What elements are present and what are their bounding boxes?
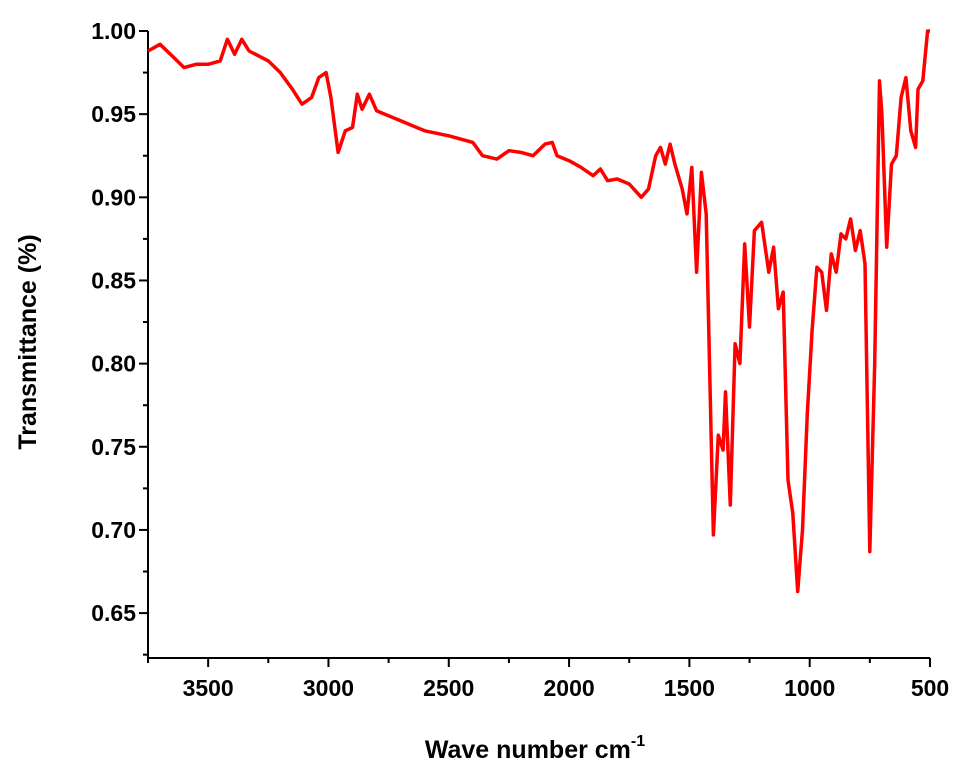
x-tick-label: 3000	[303, 675, 354, 701]
y-tick-label: 0.80	[91, 351, 136, 377]
y-axis-label: Transmittance (%)	[14, 234, 42, 449]
x-tick-label: 500	[911, 675, 949, 701]
x-tick-label: 2500	[423, 675, 474, 701]
x-tick-label: 1000	[784, 675, 835, 701]
y-tick-label: 0.85	[91, 267, 136, 293]
y-tick-label: 0.90	[91, 184, 136, 210]
x-tick-label: 2000	[543, 675, 594, 701]
y-tick-label: 0.75	[91, 434, 136, 460]
x-axis-label-text: Wave number cm	[425, 736, 631, 764]
x-axis-label: Wave number cm-1	[425, 733, 645, 764]
y-tick-label: 1.00	[91, 18, 136, 44]
y-tick-label: 0.70	[91, 517, 136, 543]
y-tick-label: 0.65	[91, 600, 136, 626]
x-tick-label: 3500	[183, 675, 234, 701]
y-tick-label: 0.95	[91, 101, 136, 127]
spectrum-line	[147, 29, 930, 594]
x-tick-label: 1500	[664, 675, 715, 701]
x-axis-label-superscript: -1	[631, 733, 645, 750]
